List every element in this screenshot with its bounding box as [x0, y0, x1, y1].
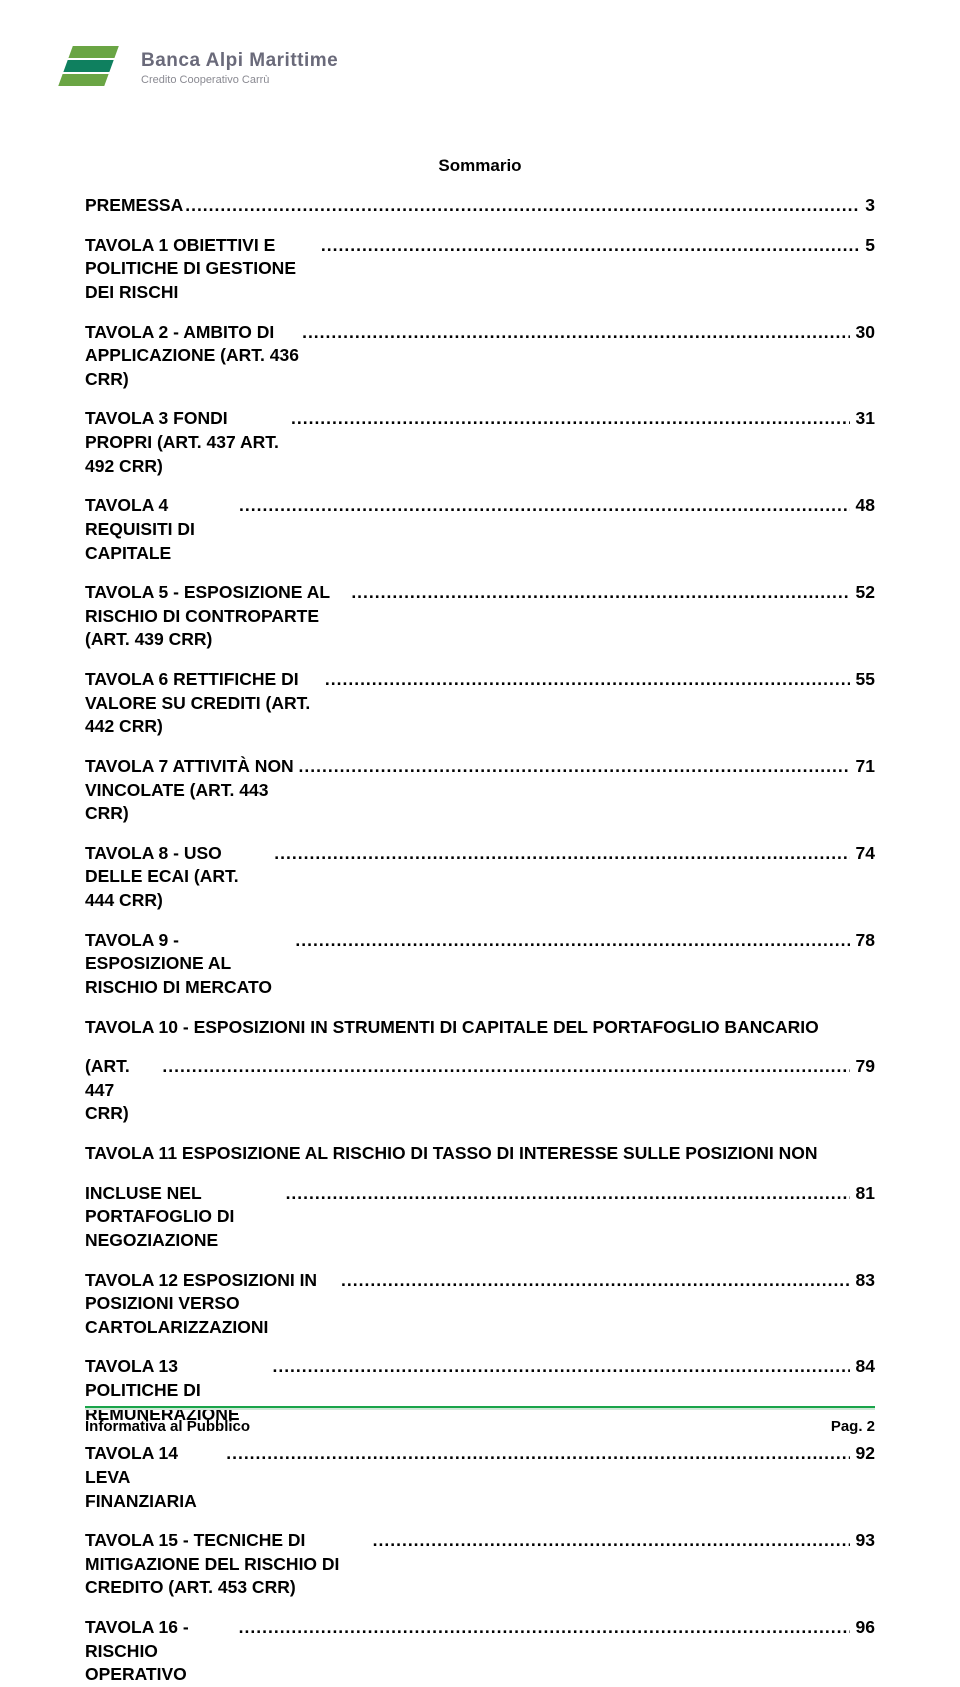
- page-footer: Informativa al Pubblico Pag. 2: [85, 1402, 875, 1435]
- bank-subtitle: Credito Cooperativo Carrù: [141, 74, 338, 86]
- toc-page-number: 48: [852, 494, 875, 518]
- toc-entry[interactable]: TAVOLA 10 - ESPOSIZIONI IN STRUMENTI DI …: [85, 1016, 875, 1127]
- toc-leader: [239, 494, 849, 518]
- toc-leader: [291, 407, 850, 431]
- toc-leader: [341, 1269, 850, 1293]
- toc-page-number: 5: [861, 234, 875, 258]
- footer-rule: [85, 1402, 875, 1410]
- toc-leader: [321, 234, 859, 258]
- footer-right: Pag. 2: [831, 1418, 875, 1435]
- toc-leader: [226, 1442, 849, 1466]
- toc-label: TAVOLA 15 - TECNICHE DI MITIGAZIONE DEL …: [85, 1529, 371, 1600]
- toc-page-number: 71: [852, 755, 875, 779]
- table-of-contents: PREMESSA 3 TAVOLA 1 OBIETTIVI E POLITICHE …: [85, 194, 875, 1687]
- toc-leader: [274, 842, 849, 866]
- toc-label: TAVOLA 12 ESPOSIZIONI IN POSIZIONI VERSO…: [85, 1269, 339, 1340]
- toc-leader: [272, 1355, 849, 1379]
- toc-entry[interactable]: TAVOLA 6 RETTIFICHE DI VALORE SU CREDITI…: [85, 668, 875, 739]
- header-logo-block: Banca Alpi Marittime Credito Cooperativo…: [57, 40, 875, 96]
- toc-page-number: 31: [852, 407, 875, 431]
- toc-page-number: 78: [852, 929, 875, 953]
- toc-entry[interactable]: TAVOLA 9 - ESPOSIZIONE AL RISCHIO DI MER…: [85, 929, 875, 1000]
- toc-page-number: 52: [852, 581, 875, 605]
- toc-leader: [295, 929, 849, 953]
- toc-entry[interactable]: TAVOLA 8 - USO DELLE ECAI (ART. 444 CRR)…: [85, 842, 875, 913]
- toc-entry[interactable]: TAVOLA 14 LEVA FINANZIARIA 92: [85, 1442, 875, 1513]
- toc-label: TAVOLA 7 ATTIVITÀ NON VINCOLATE (ART. 44…: [85, 755, 297, 826]
- toc-page-number: 92: [852, 1442, 875, 1466]
- toc-leader: [325, 668, 850, 692]
- toc-label: TAVOLA 6 RETTIFICHE DI VALORE SU CREDITI…: [85, 668, 323, 739]
- toc-entry[interactable]: TAVOLA 16 - RISCHIO OPERATIVO 96: [85, 1616, 875, 1687]
- toc-label: TAVOLA 4 REQUISITI DI CAPITALE: [85, 494, 237, 565]
- toc-page-number: 79: [852, 1055, 875, 1079]
- toc-entry[interactable]: TAVOLA 1 OBIETTIVI E POLITICHE DI GESTIO…: [85, 234, 875, 305]
- toc-label: TAVOLA 1 OBIETTIVI E POLITICHE DI GESTIO…: [85, 234, 319, 305]
- toc-page-number: 83: [852, 1269, 875, 1293]
- toc-label: PREMESSA: [85, 194, 183, 218]
- toc-leader: [302, 321, 849, 345]
- toc-page-number: 93: [852, 1529, 875, 1553]
- toc-entry[interactable]: PREMESSA 3: [85, 194, 875, 218]
- toc-page-number: 30: [852, 321, 875, 345]
- toc-entry[interactable]: TAVOLA 2 - AMBITO DI APPLICAZIONE (ART. …: [85, 321, 875, 392]
- toc-leader: [351, 581, 849, 605]
- toc-page-number: 81: [852, 1182, 875, 1206]
- toc-label: TAVOLA 14 LEVA FINANZIARIA: [85, 1442, 224, 1513]
- toc-entry[interactable]: TAVOLA 12 ESPOSIZIONI IN POSIZIONI VERSO…: [85, 1269, 875, 1340]
- toc-entry[interactable]: TAVOLA 4 REQUISITI DI CAPITALE 48: [85, 494, 875, 565]
- toc-page-number: 74: [852, 842, 875, 866]
- toc-entry[interactable]: TAVOLA 11 ESPOSIZIONE AL RISCHIO DI TASS…: [85, 1142, 875, 1253]
- toc-label-line1: TAVOLA 11 ESPOSIZIONE AL RISCHIO DI TASS…: [85, 1142, 875, 1166]
- toc-leader: [373, 1529, 850, 1553]
- toc-label-line1: TAVOLA 10 - ESPOSIZIONI IN STRUMENTI DI …: [85, 1016, 875, 1040]
- bank-logo-icon: [57, 40, 129, 96]
- toc-leader: [162, 1055, 849, 1079]
- toc-page-number: 55: [852, 668, 875, 692]
- toc-entry[interactable]: TAVOLA 7 ATTIVITÀ NON VINCOLATE (ART. 44…: [85, 755, 875, 826]
- toc-label: TAVOLA 8 - USO DELLE ECAI (ART. 444 CRR): [85, 842, 272, 913]
- toc-leader: [239, 1616, 850, 1640]
- toc-leader: [299, 755, 850, 779]
- toc-label: TAVOLA 3 FONDI PROPRI (ART. 437 ART. 492…: [85, 407, 289, 478]
- toc-label: TAVOLA 5 - ESPOSIZIONE AL RISCHIO DI CON…: [85, 581, 349, 652]
- toc-label: TAVOLA 9 - ESPOSIZIONE AL RISCHIO DI MER…: [85, 929, 293, 1000]
- toc-page-number: 96: [852, 1616, 875, 1640]
- toc-entry[interactable]: TAVOLA 15 - TECNICHE DI MITIGAZIONE DEL …: [85, 1529, 875, 1600]
- toc-label: TAVOLA 16 - RISCHIO OPERATIVO: [85, 1616, 237, 1687]
- toc-page-number: 3: [861, 194, 875, 218]
- toc-entry[interactable]: TAVOLA 5 - ESPOSIZIONE AL RISCHIO DI CON…: [85, 581, 875, 652]
- footer-left: Informativa al Pubblico: [85, 1418, 250, 1435]
- toc-label-line2: (ART. 447 CRR): [85, 1055, 160, 1126]
- toc-leader: [185, 194, 859, 218]
- toc-label-line2: INCLUSE NEL PORTAFOGLIO DI NEGOZIAZIONE: [85, 1182, 284, 1253]
- toc-label: TAVOLA 2 - AMBITO DI APPLICAZIONE (ART. …: [85, 321, 300, 392]
- toc-leader: [286, 1182, 850, 1206]
- toc-page-number: 84: [852, 1355, 875, 1379]
- bank-name: Banca Alpi Marittime: [141, 50, 338, 72]
- toc-entry[interactable]: TAVOLA 3 FONDI PROPRI (ART. 437 ART. 492…: [85, 407, 875, 478]
- summary-title: Sommario: [85, 156, 875, 176]
